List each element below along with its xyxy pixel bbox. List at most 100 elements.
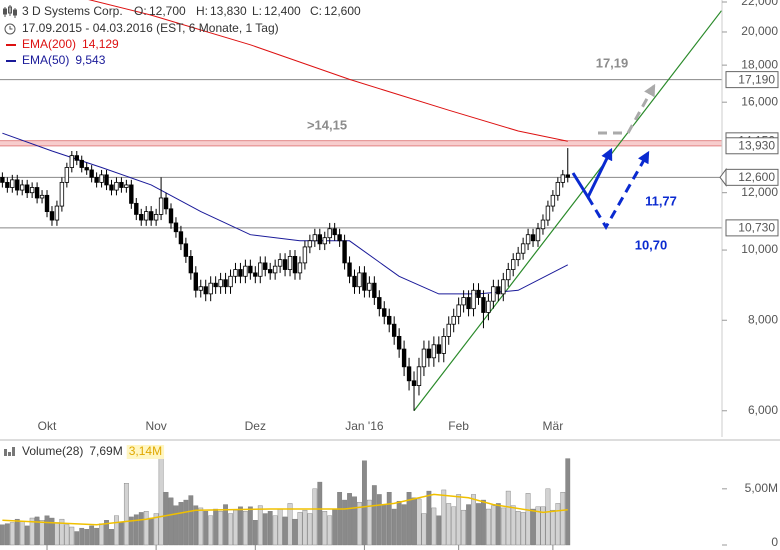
volume-bar	[456, 494, 462, 546]
ohlc-value: 13,830	[210, 4, 247, 18]
volume-bar	[9, 522, 15, 546]
candle-body	[20, 184, 25, 191]
candle-body	[565, 174, 570, 178]
volume-bar	[411, 497, 417, 546]
volume-bar	[416, 498, 422, 546]
candle-body	[486, 300, 491, 313]
candle-body	[233, 269, 238, 277]
candle-body	[292, 256, 298, 274]
volume-bar	[476, 503, 481, 546]
levels	[0, 79, 722, 229]
volume-bar	[173, 505, 179, 546]
volume-bar	[332, 508, 338, 546]
candle-body	[44, 194, 50, 213]
candle-body	[238, 269, 243, 277]
chart-icon	[3, 5, 17, 18]
volume-bar	[322, 511, 328, 546]
candle-body	[59, 181, 65, 207]
candle-body	[69, 155, 75, 168]
volume-bar	[34, 516, 40, 546]
candle-body	[267, 269, 273, 274]
candle-body	[243, 265, 248, 277]
volume-bar	[461, 509, 467, 546]
volume-bar	[386, 491, 392, 546]
volume-bar	[406, 491, 412, 546]
volume-bar	[342, 499, 347, 546]
volume-bar	[4, 523, 10, 546]
volume-bar	[0, 524, 5, 546]
candle-body	[89, 169, 94, 178]
candle-body	[99, 174, 104, 183]
candle-body	[520, 243, 526, 254]
volume-bar	[198, 507, 204, 546]
volume-bar	[84, 529, 90, 546]
candle-body	[74, 155, 79, 161]
candle-body	[466, 297, 471, 310]
candle-body	[372, 282, 377, 298]
candle-body	[218, 279, 223, 288]
candle-body	[406, 366, 412, 382]
x-tick-label: Dez	[245, 419, 266, 433]
volume-bar	[446, 503, 452, 546]
volume-average-bg	[126, 445, 165, 459]
resistance-band	[0, 140, 722, 146]
candle-body	[104, 174, 109, 186]
volume-bar	[376, 494, 382, 546]
candle-body	[198, 286, 203, 291]
volume-bar	[178, 502, 184, 546]
volume-bar	[381, 504, 387, 546]
level-label: 10,730	[738, 221, 775, 235]
volume-bar	[133, 514, 139, 546]
volume-bar	[123, 483, 129, 546]
level-label: 17,190	[738, 72, 775, 86]
level-box-bg	[725, 219, 779, 237]
candle-body	[436, 344, 442, 354]
candle-body	[367, 282, 372, 291]
volume-bar	[128, 516, 134, 546]
volume-bar	[193, 505, 199, 546]
candle-body	[129, 184, 134, 204]
candle-body	[391, 323, 397, 337]
volume-bar	[148, 517, 154, 546]
volume-bar	[297, 512, 303, 546]
legend-name: EMA(50)	[22, 53, 69, 67]
volume-bar	[272, 515, 278, 546]
volume-bar	[188, 495, 194, 546]
candle-body	[272, 265, 278, 274]
candle-body	[387, 315, 392, 325]
candle-body	[109, 184, 114, 191]
y-tick-label: 12,000	[741, 185, 778, 199]
candle-body	[49, 211, 55, 221]
volume-bar	[471, 494, 476, 546]
volume-bar	[138, 512, 144, 546]
y-tick-label: 8,000	[748, 312, 778, 326]
candle-body	[188, 256, 194, 274]
volume-bar	[426, 490, 432, 546]
candle-body	[114, 181, 119, 191]
volume-bar	[520, 512, 526, 546]
candle-body	[54, 205, 60, 221]
volume-icon	[4, 447, 15, 456]
annotation: 10,70	[635, 237, 668, 252]
x-tick-label: Mär	[543, 419, 564, 433]
candle-body	[322, 237, 327, 245]
volume-tick-label: 5,00M	[745, 481, 778, 495]
candle-body	[441, 335, 446, 354]
volume-bar	[287, 503, 293, 546]
candle-body	[491, 286, 496, 302]
volume-bar	[233, 509, 238, 546]
volume-bar	[302, 509, 308, 546]
legend-name: EMA(200)	[22, 37, 76, 51]
volume-bar	[525, 493, 531, 546]
volume-bar	[490, 505, 496, 546]
volume-bar	[238, 506, 243, 546]
candle-body	[396, 335, 402, 350]
volume-bar	[228, 513, 233, 546]
trendline	[413, 10, 722, 412]
volume-bar	[515, 511, 521, 546]
candle-body	[511, 259, 516, 270]
volume-bar	[39, 520, 45, 546]
volume-bar	[14, 518, 20, 546]
candle-body	[426, 348, 432, 359]
level-label: 13,930	[738, 138, 775, 152]
